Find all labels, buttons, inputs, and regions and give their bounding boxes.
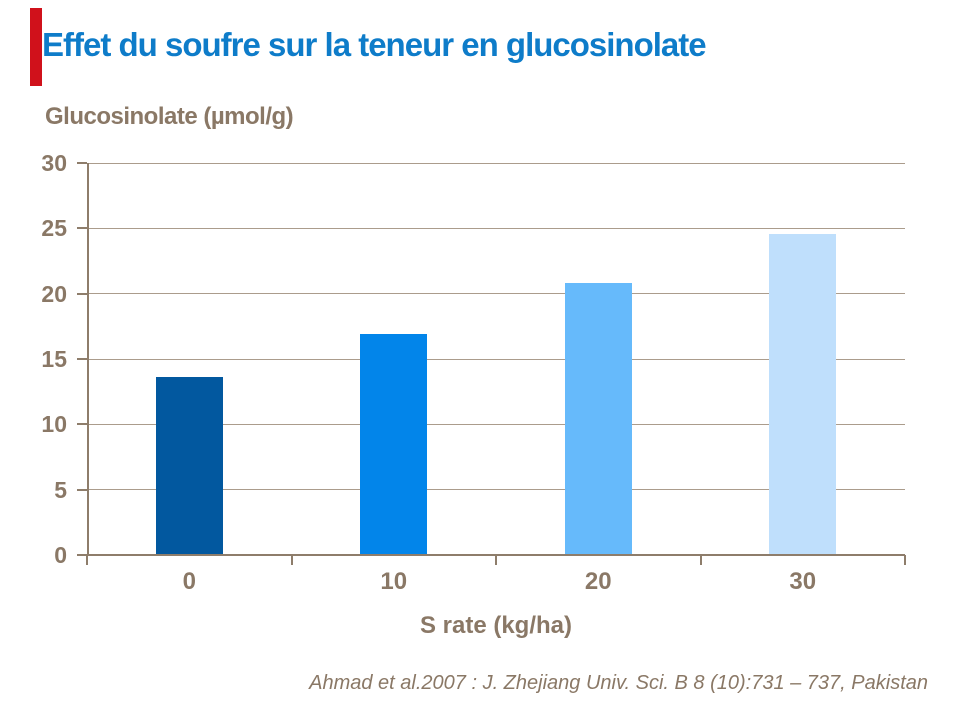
accent-bar: [30, 8, 42, 86]
gridline: [77, 489, 905, 491]
x-tick-label: 0: [182, 568, 196, 595]
gridline: [77, 293, 905, 295]
y-tick-label: 10: [41, 411, 67, 438]
x-tick: [290, 555, 293, 565]
y-tick-label: 25: [41, 215, 67, 242]
bar: [769, 233, 837, 555]
x-axis-line: [87, 554, 905, 556]
x-tick-label: 30: [789, 568, 817, 595]
y-axis-line: [87, 163, 89, 555]
x-tick: [699, 555, 702, 565]
gridline: [77, 423, 905, 425]
y-tick: [77, 488, 87, 491]
y-tick: [77, 423, 87, 426]
y-tick: [77, 227, 87, 230]
y-tick-label: 5: [54, 476, 67, 503]
gridline: [77, 227, 905, 229]
source-citation: Ahmad et al.2007 : J. Zhejiang Univ. Sci…: [309, 672, 928, 694]
x-tick-label: 10: [380, 568, 408, 595]
x-tick: [904, 555, 906, 565]
y-tick: [77, 292, 87, 295]
gridline: [77, 162, 905, 164]
gridline: [77, 358, 905, 360]
page-title: Effet du soufre sur la teneur en glucosi…: [42, 26, 707, 63]
y-tick-label: 20: [41, 280, 67, 307]
bar: [564, 283, 632, 555]
x-tick: [495, 555, 497, 565]
x-axis-title: S rate (kg/ha): [419, 612, 573, 639]
x-tick: [86, 555, 88, 565]
y-axis-title: Glucosinolate (µmol/g): [45, 103, 294, 130]
y-tick: [77, 358, 87, 360]
x-tick-label: 20: [584, 568, 612, 595]
y-tick: [77, 162, 87, 164]
bar: [360, 334, 428, 555]
y-tick-label: 0: [54, 542, 67, 568]
y-tick: [77, 554, 87, 556]
plot-area: 0 5 10 15 20 25 30 0 10 20 30: [41, 150, 906, 595]
bar: [155, 377, 223, 555]
y-tick-label: 30: [41, 150, 67, 176]
y-tick-label: 15: [41, 346, 67, 372]
